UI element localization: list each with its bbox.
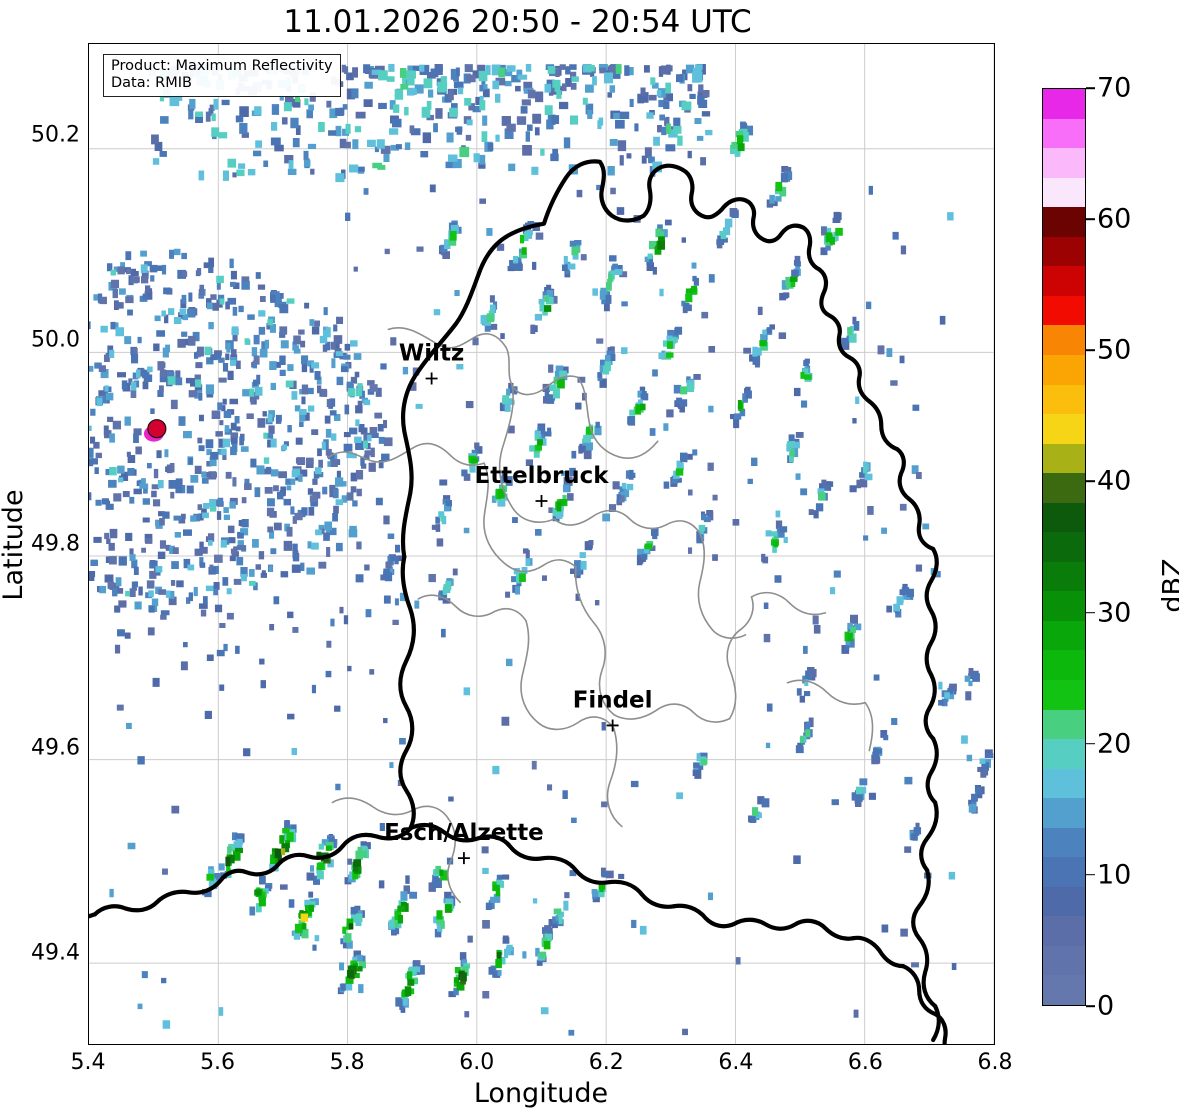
colorbar-band (1043, 266, 1085, 296)
x-tick-label: 6.8 (977, 1050, 1013, 1075)
colorbar-tick-mark (1086, 218, 1095, 220)
radar-echo-group (255, 135, 853, 997)
radar-map-plot[interactable]: Wiltz Ettelbruck Findel Esch/Alzette Produc… (88, 43, 995, 1045)
x-tick-label: 5.6 (200, 1050, 236, 1075)
radar-echo-group (93, 63, 989, 1036)
colorbar-tick-mark (1086, 742, 1095, 745)
colorbar-band (1043, 325, 1085, 355)
radar-site-dot (147, 419, 167, 439)
colorbar-tick-label: 60 (1097, 203, 1132, 235)
colorbar-band (1043, 89, 1085, 119)
x-tick-label: 6.4 (718, 1050, 754, 1075)
colorbar-band (1043, 591, 1085, 621)
colorbar-tick-label: 40 (1097, 465, 1132, 497)
colorbar-tick-label: 30 (1097, 597, 1132, 629)
city-label: Esch/Alzette (384, 820, 544, 846)
radar-echo-group (300, 913, 309, 922)
colorbar-band (1043, 886, 1085, 917)
city-cross-marker (606, 719, 619, 732)
city-label: Findel (573, 687, 653, 713)
colorbar-band (1043, 177, 1085, 208)
colorbar-band (1043, 739, 1085, 769)
radar-echo-layer (89, 63, 994, 1036)
colorbar-band (1043, 620, 1085, 651)
city-label: Ettelbruck (475, 463, 610, 489)
colorbar-band (1043, 384, 1085, 415)
colorbar-tick-mark (1086, 349, 1095, 352)
colorbar-tick-mark (1086, 87, 1095, 89)
radar-map-canvas: Wiltz Ettelbruck Findel Esch/Alzette (89, 44, 994, 1044)
colorbar-band (1043, 768, 1085, 799)
colorbar-tick-mark (1086, 1005, 1095, 1007)
city-markers-layer: Wiltz Ettelbruck Findel Esch/Alzette (384, 341, 652, 865)
colorbar-band (1043, 650, 1085, 680)
y-axis-label: Latitude (0, 489, 29, 601)
radar-echo-group (281, 848, 286, 856)
colorbar-band (1043, 502, 1085, 533)
city-cross-marker (457, 852, 470, 865)
x-tick-label: 6.2 (588, 1050, 624, 1075)
info-data-line: Data: RMIB (111, 75, 192, 92)
colorbar-tick-mark (1086, 480, 1095, 483)
y-tick-label: 49.4 (31, 940, 80, 966)
colorbar-band (1043, 827, 1085, 858)
colorbar-tick-label: 10 (1097, 859, 1132, 891)
colorbar-tick-mark (1086, 611, 1095, 614)
info-product-line: Product: Maximum Reflectivity (111, 58, 333, 74)
colorbar-band (1043, 798, 1085, 828)
x-axis-label: Longitude (473, 1078, 609, 1109)
colorbar-band (1043, 443, 1085, 474)
colorbar-band (1043, 857, 1085, 887)
radar-echo-group (225, 848, 465, 981)
x-tick-label: 5.4 (70, 1050, 106, 1075)
colorbar-band (1043, 532, 1085, 562)
grid-lines (89, 44, 994, 1044)
info-legend-box: Product: Maximum Reflectivity Data: RMIB (103, 54, 341, 98)
x-tick-label: 6.0 (459, 1050, 495, 1075)
x-tick-label: 5.8 (329, 1050, 365, 1075)
city-cross-marker (535, 494, 548, 507)
district-borders (327, 327, 874, 904)
x-tick-label: 6.6 (847, 1050, 883, 1075)
city-cross-marker (425, 372, 438, 385)
colorbar-band (1043, 236, 1085, 267)
colorbar-band (1043, 561, 1085, 592)
colorbar-band (1043, 945, 1085, 976)
radar-echo-group (89, 64, 992, 1010)
colorbar-band (1043, 916, 1085, 946)
colorbar-label: dBZ (1157, 558, 1179, 613)
colorbar-tick-label: 50 (1097, 334, 1132, 366)
colorbar-tick-label: 70 (1097, 72, 1132, 104)
colorbar-band (1043, 118, 1085, 149)
country-borders (89, 159, 948, 1044)
y-tick-label: 50.2 (31, 122, 80, 148)
colorbar-band (1043, 975, 1085, 1005)
colorbar-band (1043, 148, 1085, 178)
radar-echo-group (89, 64, 977, 1036)
colorbar-band (1043, 679, 1085, 710)
colorbar-tick-mark (1086, 874, 1095, 876)
colorbar-tick-label: 20 (1097, 728, 1132, 760)
colorbar-band (1043, 414, 1085, 444)
colorbar-band (1043, 709, 1085, 740)
colorbar-band (1043, 473, 1085, 503)
colorbar-band (1043, 295, 1085, 326)
radar-site-marker (143, 419, 167, 442)
page-title: 11.01.2026 20:50 - 20:54 UTC (283, 4, 752, 40)
y-tick-label: 49.8 (31, 531, 80, 557)
colorbar (1042, 88, 1086, 1006)
radar-echo-group (130, 338, 907, 770)
radar-echo-group (89, 63, 986, 1029)
colorbar-band (1043, 207, 1085, 237)
y-tick-label: 49.6 (31, 735, 80, 761)
city-label: Wiltz (399, 341, 464, 367)
y-tick-label: 50.0 (31, 327, 80, 352)
colorbar-band (1043, 354, 1085, 385)
colorbar-tick-label: 0 (1097, 990, 1115, 1022)
